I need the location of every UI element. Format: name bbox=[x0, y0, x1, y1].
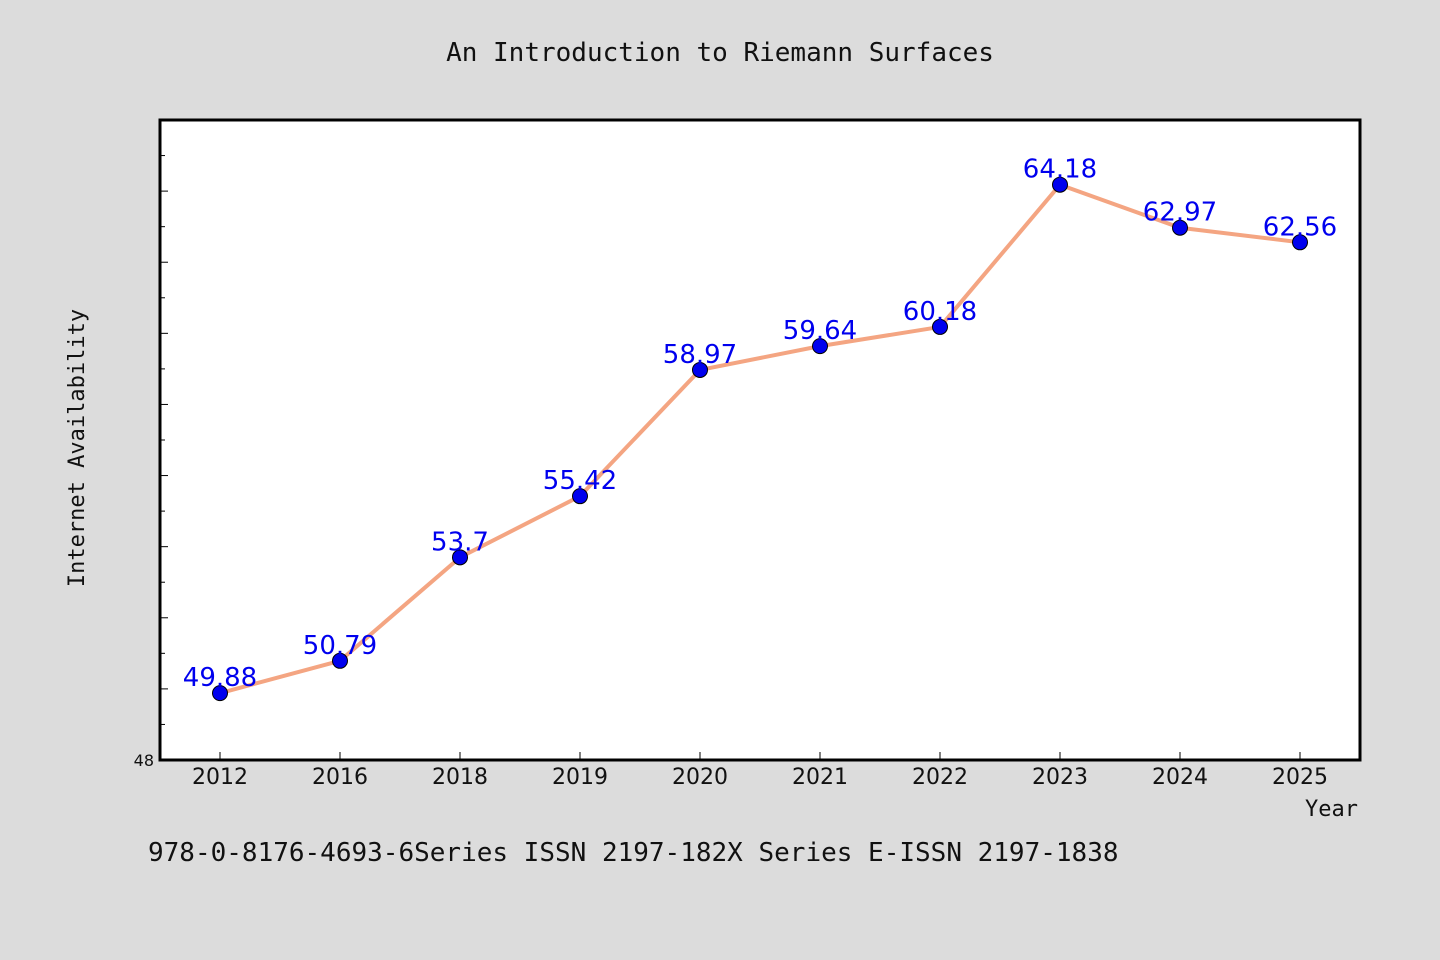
data-point bbox=[692, 361, 708, 378]
chart-title: An Introduction to Riemann Surfaces bbox=[446, 38, 994, 68]
x-tick-label: 2012 bbox=[192, 765, 248, 790]
x-tick-label: 2020 bbox=[672, 765, 728, 790]
data-point bbox=[572, 488, 588, 505]
x-tick-label: 2021 bbox=[792, 765, 848, 790]
data-point bbox=[212, 685, 228, 702]
x-tick-label: 2019 bbox=[552, 765, 608, 790]
data-label: 59.64 bbox=[783, 316, 857, 346]
data-label: 62.97 bbox=[1143, 198, 1217, 228]
data-label: 53.7 bbox=[431, 527, 489, 557]
data-label: 49.88 bbox=[183, 663, 257, 693]
x-tick-label: 2022 bbox=[912, 765, 968, 790]
data-label: 58.97 bbox=[663, 340, 737, 370]
x-axis-title: Year bbox=[1305, 797, 1358, 822]
data-label: 60.18 bbox=[903, 297, 977, 327]
data-label: 64.18 bbox=[1023, 155, 1097, 185]
data-point bbox=[1052, 176, 1068, 193]
data-point bbox=[332, 652, 348, 669]
data-label: 50.79 bbox=[303, 631, 377, 661]
y-axis-title: Internet Availability bbox=[65, 309, 90, 587]
x-tick-label: 2025 bbox=[1272, 765, 1328, 790]
x-tick-label: 2024 bbox=[1152, 765, 1208, 790]
data-label: 62.56 bbox=[1263, 212, 1337, 242]
series-line-group: 49.88 50.79 53.7 55.42 58.97 59.64 60.18 64.18 6… bbox=[183, 155, 1337, 702]
footer-isbn-text: 978-0-8176-4693-6Series ISSN 2197-182X S… bbox=[148, 838, 1119, 868]
data-label: 55.42 bbox=[543, 466, 617, 496]
plot-area bbox=[158, 118, 1362, 762]
x-tick-label: 2018 bbox=[432, 765, 488, 790]
x-tick-label: 2023 bbox=[1032, 765, 1088, 790]
x-axis: 2012 2016 2018 2019 2020 2021 2022 2023 2024 2025 bbox=[192, 752, 1328, 790]
x-tick-label: 2016 bbox=[312, 765, 368, 790]
data-point bbox=[1292, 234, 1308, 251]
data-point bbox=[452, 549, 468, 566]
y-axis: 48 bbox=[134, 155, 168, 770]
data-point bbox=[932, 318, 948, 335]
data-point bbox=[812, 338, 828, 355]
series-line bbox=[219, 182, 1301, 696]
data-point bbox=[1172, 219, 1188, 236]
y-tick-label: 48 bbox=[134, 751, 154, 770]
